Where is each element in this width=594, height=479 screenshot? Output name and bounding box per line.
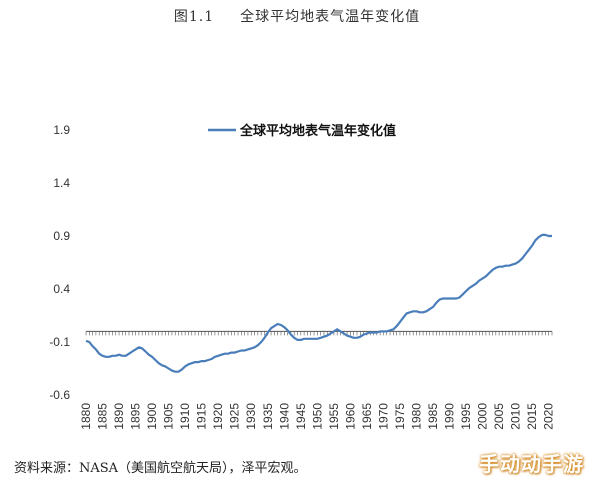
y-tick-label: 1.4 [53,176,70,190]
x-tick-label: 2010 [509,403,523,430]
x-tick-label: 1960 [343,403,357,430]
y-tick-label: -0.6 [49,388,70,402]
figure-caption: 图1.1 全球平均地表气温年变化值 [0,6,594,26]
x-tick-label: 1900 [145,403,159,430]
x-tick-label: 1895 [129,403,143,430]
x-tick-label: 1915 [195,403,209,430]
watermark-logo: 手动动手游 [479,452,584,476]
x-tick-label: 1880 [79,403,93,430]
y-tick-label: 0.4 [53,282,70,296]
y-axis: 1.9 1.4 0.9 0.4 -0.1 -0.6 [49,123,70,402]
x-tick-label: 1995 [459,403,473,430]
y-tick-label: 1.9 [53,123,70,137]
x-tick-label: 1965 [360,403,374,430]
x-tick-label: 1885 [96,403,110,430]
x-tick-label: 1985 [426,403,440,430]
x-tick-label: 1935 [261,403,275,430]
series-line-temperature [85,233,552,373]
x-tick-label: 1950 [310,403,324,430]
x-tick-label: 2000 [476,403,490,430]
x-tick-label: 1910 [178,403,192,430]
x-tick-label: 1955 [327,403,341,430]
x-tick-label: 1940 [277,403,291,430]
legend-label: 全球平均地表气温年变化值 [239,123,396,139]
x-tick-label: 1980 [409,403,423,430]
x-tick-label: 1925 [228,403,242,430]
x-tick-label: 1975 [393,403,407,430]
figure-number: 图1.1 [173,9,215,25]
x-tick-label: 1930 [244,403,258,430]
x-tick-label: 1905 [162,403,176,430]
figure-title: 全球平均地表气温年变化值 [240,9,421,25]
source-note: 资料来源：NASA（美国航空航天局），泽平宏观。 [14,461,307,476]
x-tick-label: 1890 [112,403,126,430]
legend: 全球平均地表气温年变化值 [208,123,396,139]
y-tick-label: 0.9 [53,229,70,243]
x-tick-label: 1970 [376,403,390,430]
x-tick-label: 2005 [492,403,506,430]
x-tick-label: 1920 [211,403,225,430]
x-tick-label: 2020 [542,403,556,430]
y-tick-label: -0.1 [49,335,70,349]
x-axis: 1880 1885 1890 1895 1900 1905 1910 1915 1920 1925… [79,331,556,430]
x-tick-label: 1945 [294,403,308,430]
x-tick-label: 2015 [525,403,539,430]
x-tick-label: 1990 [443,403,457,430]
